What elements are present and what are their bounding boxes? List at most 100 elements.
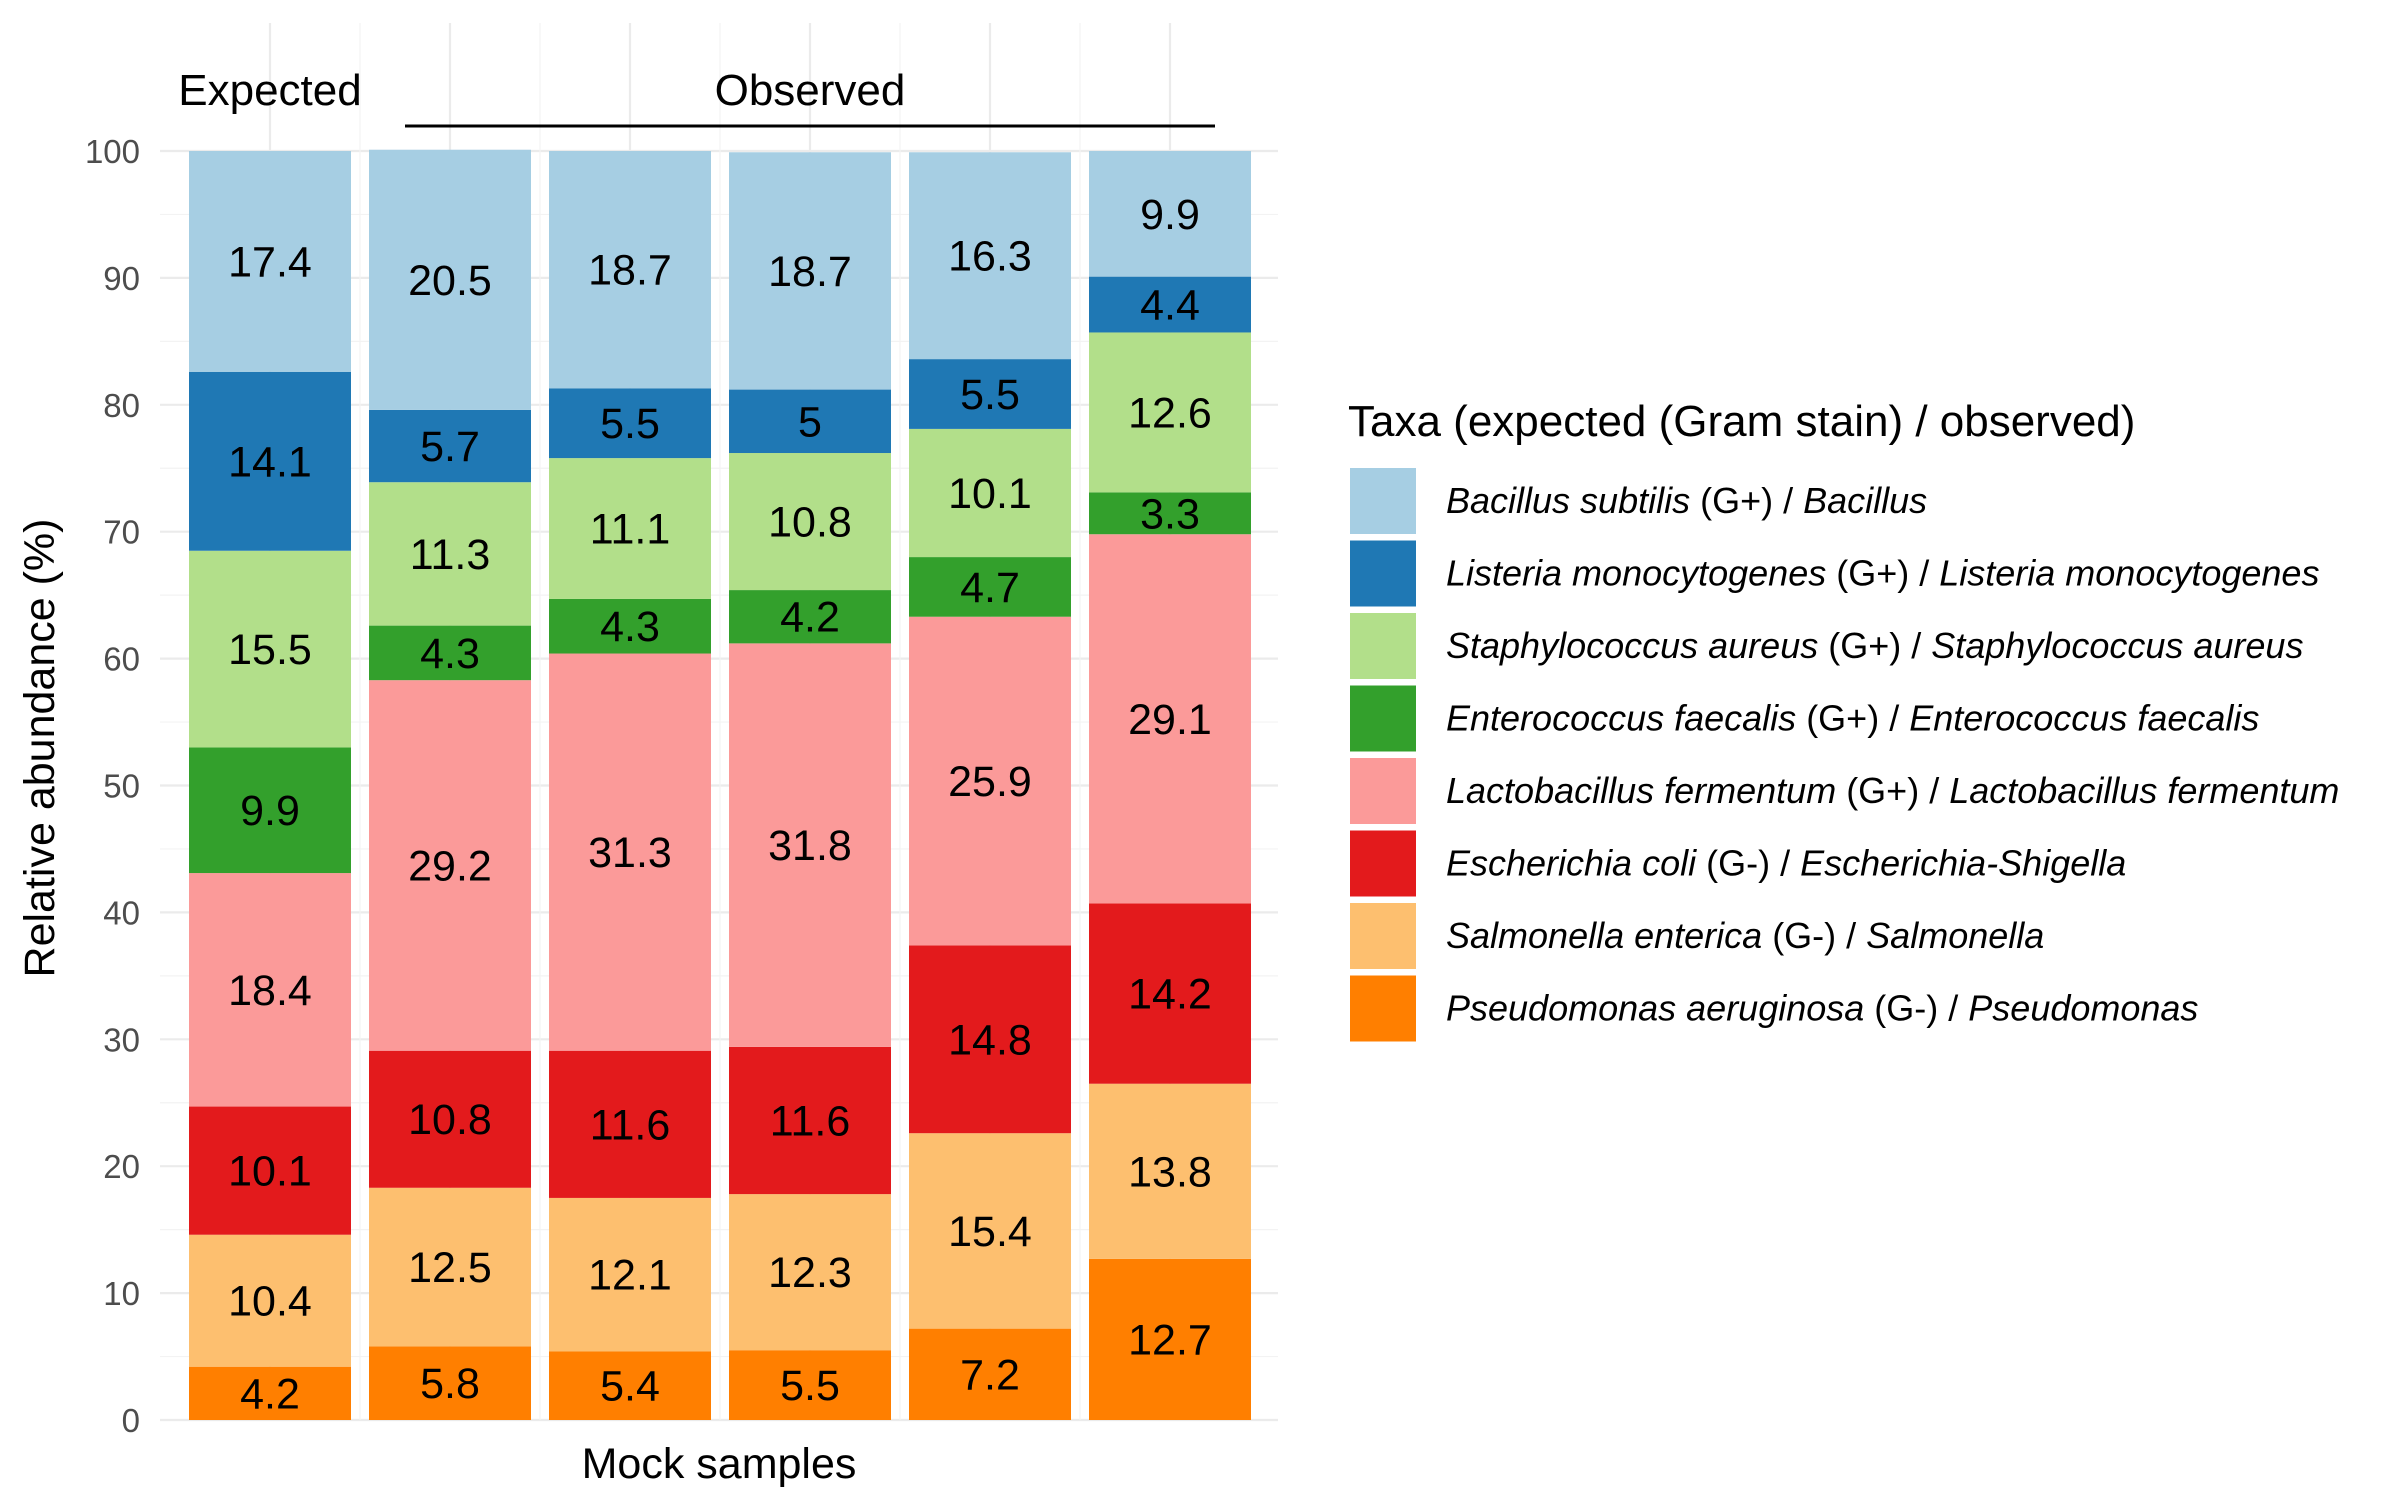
legend-swatch — [1350, 903, 1416, 969]
group-headers: Expected Observed — [178, 66, 1215, 128]
bar-segment — [549, 598, 711, 654]
bar-segment — [729, 1046, 891, 1195]
y-axis: 0 10 20 30 40 50 60 70 80 90 100 — [85, 133, 140, 1439]
y-axis-title: Relative abundance (%) — [16, 519, 64, 978]
bar-segment — [549, 388, 711, 459]
bar-segment — [909, 945, 1071, 1134]
bar-value-label: 12.3 — [768, 1249, 852, 1297]
bar-segment — [189, 747, 351, 874]
bar-value-label: 5.8 — [420, 1360, 480, 1408]
bar-value-label: 10.1 — [228, 1148, 312, 1196]
bar-value-label: 4.2 — [240, 1370, 300, 1418]
bar-segment — [369, 482, 531, 626]
legend-entry: Salmonella enterica (G-) / Salmonella — [1446, 915, 2044, 956]
bar-segment — [909, 359, 1071, 429]
bar-segment — [909, 1328, 1071, 1420]
bar-value-label: 5.5 — [960, 371, 1020, 419]
bar-value-label: 20.5 — [408, 257, 492, 305]
y-tick-label: 20 — [103, 1148, 140, 1185]
bar-segment — [369, 1187, 531, 1347]
x-axis-title: Mock samples — [582, 1440, 857, 1488]
bar-segment — [189, 1234, 351, 1367]
bar-segment — [909, 557, 1071, 617]
bar-value-label: 14.8 — [948, 1016, 1032, 1064]
bar-segment — [1089, 332, 1251, 493]
y-tick-label: 0 — [122, 1402, 140, 1439]
bar-segment — [1089, 151, 1251, 277]
bar-segment — [189, 873, 351, 1107]
bar-segment — [909, 1133, 1071, 1329]
bar-value-label: 11.1 — [590, 506, 671, 554]
bar-value-label: 9.9 — [240, 787, 300, 835]
legend-swatch — [1350, 685, 1416, 752]
legend-swatch — [1350, 830, 1416, 897]
bar-value-label: 13.8 — [1128, 1148, 1212, 1196]
bar-segment — [549, 151, 711, 389]
group-header-label: Observed — [715, 66, 906, 115]
bar-segment — [189, 1106, 351, 1235]
bar-segment — [369, 680, 531, 1051]
bar-value-label: 10.4 — [228, 1278, 312, 1326]
legend-entry: Enterococcus faecalis (G+) / Enterococcu… — [1446, 698, 2259, 739]
bar-value-label: 15.5 — [228, 626, 312, 674]
bar-segment — [729, 643, 891, 1047]
bar-value-label: 15.4 — [948, 1208, 1032, 1256]
y-tick-label: 30 — [103, 1021, 140, 1058]
bar-value-label: 18.7 — [588, 247, 672, 295]
bar-value-label: 11.3 — [410, 531, 491, 579]
bar-segment — [1089, 534, 1251, 904]
bar-value-label: 5.5 — [780, 1362, 840, 1410]
bar-value-label: 4.3 — [600, 603, 660, 651]
y-tick-label: 60 — [103, 641, 140, 678]
bar-value-label: 17.4 — [228, 238, 312, 286]
bar-value-label: 7.2 — [960, 1351, 1020, 1399]
legend-entry: Pseudomonas aeruginosa (G-) / Pseudomona… — [1446, 988, 2198, 1029]
bar-segment — [549, 1351, 711, 1420]
legend: Taxa (expected (Gram stain) / observed) … — [1348, 397, 2339, 1042]
legend-title: Taxa (expected (Gram stain) / observed) — [1348, 397, 2135, 446]
bar-value-label: 5.5 — [600, 400, 660, 448]
bar-value-label: 14.2 — [1128, 971, 1212, 1019]
bar-value-label: 12.7 — [1128, 1316, 1212, 1364]
bar-value-label: 5.4 — [600, 1363, 660, 1411]
bar-value-label: 9.9 — [1140, 191, 1200, 239]
bar-value-label: 10.8 — [768, 499, 852, 547]
bar-segment — [909, 428, 1071, 558]
bar-value-label: 5 — [798, 398, 822, 446]
bars: 4.2 10.4 10.1 18.4 9.9 15.5 14.1 17.4 5.8 12.5 10.… — [189, 149, 1251, 1420]
bar-segment — [369, 409, 531, 483]
bar-segment — [369, 149, 531, 410]
bar-value-label: 25.9 — [948, 758, 1032, 806]
bar-value-label: 4.7 — [960, 564, 1020, 612]
bar-segment — [1089, 1258, 1251, 1420]
bar-segment — [729, 453, 891, 591]
bar-value-label: 16.3 — [948, 233, 1032, 281]
legend-entry: Escherichia coli (G-) / Escherichia-Shig… — [1446, 843, 2126, 884]
bar-segment — [189, 371, 351, 551]
bar-value-label: 18.4 — [228, 967, 312, 1015]
bar-segment — [549, 458, 711, 599]
bar-segment — [1089, 1083, 1251, 1259]
bar-segment — [729, 1194, 891, 1351]
y-tick-label: 40 — [103, 894, 140, 931]
y-tick-label: 90 — [103, 260, 140, 297]
bar-segment — [729, 389, 891, 454]
bar-segment — [909, 616, 1071, 946]
y-tick-label: 80 — [103, 387, 140, 424]
bar-value-label: 11.6 — [590, 1101, 671, 1149]
bar-segment — [189, 151, 351, 372]
bar-value-label: 31.3 — [588, 829, 672, 877]
bar-value-label: 4.3 — [420, 630, 480, 678]
bar-segment — [1089, 492, 1251, 535]
bar-segment — [549, 1050, 711, 1198]
y-tick-label: 70 — [103, 514, 140, 551]
legend-swatch — [1350, 613, 1416, 679]
bar-segment — [189, 1366, 351, 1420]
bar-value-label: 29.1 — [1128, 696, 1212, 744]
bar-value-label: 4.4 — [1140, 282, 1200, 330]
legend-swatch — [1350, 758, 1416, 824]
group-header-label: Expected — [178, 66, 361, 115]
bar-segment — [1089, 276, 1251, 333]
legend-entry: Bacillus subtilis (G+) / Bacillus — [1446, 480, 1927, 521]
